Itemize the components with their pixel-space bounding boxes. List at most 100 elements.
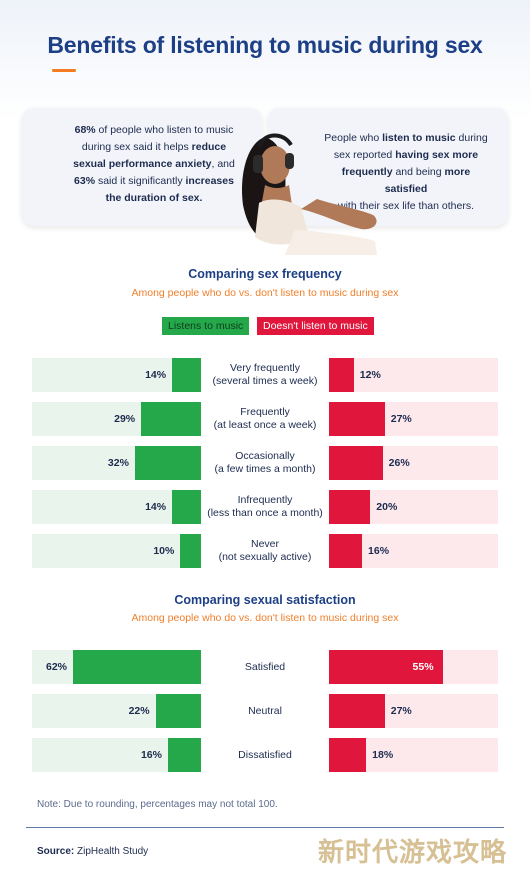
- footer-divider: [26, 827, 504, 828]
- stat-card-left-text-segment: increases: [185, 175, 234, 187]
- stat-card-left-line: the duration of sex.: [54, 190, 254, 207]
- source-line: Source: ZipHealth Study: [37, 846, 148, 857]
- frequency-category-label-line: (at least once a week): [213, 419, 317, 431]
- header-background: [0, 0, 530, 120]
- satisfaction-bar-listens: [155, 694, 201, 728]
- satisfaction-value-listens: 62%: [45, 661, 67, 673]
- frequency-bar-listens: [134, 446, 201, 480]
- frequency-category-label-line: Very frequently: [229, 362, 301, 374]
- stat-card-right-text-segment: sex reported: [333, 149, 396, 161]
- source-label: Source:: [37, 846, 75, 857]
- watermark-text: 新时代游戏攻略: [318, 837, 508, 867]
- frequency-bar-not-listens: [329, 446, 383, 480]
- frequency-bar-listens: [172, 490, 201, 524]
- satisfaction-value-not-listens: 18%: [372, 749, 394, 761]
- satisfaction-category-label: Satisfied: [203, 650, 327, 684]
- stat-card-left-text-segment: reduce: [191, 141, 227, 153]
- frequency-value-not-listens: 16%: [368, 545, 390, 557]
- satisfaction-category-label-line: Neutral: [248, 704, 282, 717]
- frequency-category-label-line: Infrequently: [237, 494, 293, 506]
- chart-satisfaction-subtitle: Among people who do vs. don't listen to …: [131, 612, 399, 624]
- frequency-value-not-listens: 20%: [376, 501, 398, 513]
- satisfaction-value-listens: 16%: [140, 749, 162, 761]
- stat-card-left-text-segment: 68%: [74, 124, 96, 136]
- stat-card-left-text-segment: said it significantly: [95, 175, 186, 187]
- woman-with-headphones-illustration: [241, 133, 377, 255]
- chart-frequency-title: Comparing sex frequency: [188, 267, 342, 281]
- stat-card-right-text: People who listen to music during sex rep…: [320, 130, 492, 215]
- stat-card-right-text-segment: and being: [392, 166, 445, 178]
- chart-frequency-subtitle: Among people who do vs. don't listen to …: [131, 287, 399, 299]
- satisfaction-bar-not-listens: [329, 738, 367, 772]
- frequency-bar-not-listens: [329, 358, 354, 392]
- satisfaction-bar-not-listens: [329, 694, 385, 728]
- legend-doesnt-listen-to-music: Doesn't listen to music: [257, 317, 374, 335]
- stat-card-right-text-segment: during: [455, 132, 488, 144]
- stat-card-left-text-segment: of people who listen to music: [95, 124, 234, 136]
- stat-card-right-line: frequently and being more satisfied: [320, 164, 492, 198]
- source-value: ZipHealth Study: [74, 846, 149, 857]
- stat-card-left-line: during sex said it helps reduce: [54, 139, 254, 156]
- satisfaction-bar-listens: [73, 650, 201, 684]
- watermark-logo: 新时代游戏攻略: [318, 832, 507, 869]
- stat-card-right-text-segment: listen to music: [382, 132, 456, 144]
- stat-card-right-text-segment: having sex more: [395, 149, 479, 161]
- stat-card-right-text-segment: more satisfied: [384, 166, 471, 195]
- stat-card-left-line: 63% said it significantly increases: [54, 173, 254, 190]
- frequency-value-not-listens: 26%: [388, 457, 410, 469]
- frequency-category-label-line: (a few times a month): [214, 463, 316, 475]
- stat-card-right-text-segment: frequently: [341, 166, 393, 178]
- satisfaction-category-label: Dissatisfied: [203, 738, 327, 772]
- stat-card-right-line: People who listen to music during: [320, 130, 492, 147]
- stat-card-right-text-segment: with their sex life than others.: [338, 200, 474, 212]
- stat-card-left-text-segment: sexual performance anxiety: [73, 158, 212, 170]
- frequency-bar-listens: [180, 534, 201, 568]
- frequency-value-not-listens: 27%: [390, 413, 412, 425]
- satisfaction-category-label: Neutral: [203, 694, 327, 728]
- frequency-category-label: Frequently (at least once a week): [203, 402, 327, 436]
- stat-card-right-line: with their sex life than others.: [320, 198, 492, 215]
- satisfaction-bar-not-listens: [329, 650, 443, 684]
- frequency-value-listens: 14%: [145, 369, 167, 381]
- stat-card-left: 68% of people who listen to music during …: [22, 108, 262, 226]
- frequency-category-label-line: Frequently: [240, 406, 290, 418]
- satisfaction-value-not-listens: 55%: [412, 661, 434, 673]
- frequency-category-label: Very frequently (several times a week): [203, 358, 327, 392]
- satisfaction-value-listens: 22%: [128, 705, 150, 717]
- stat-card-left-line: 68% of people who listen to music: [54, 122, 254, 139]
- frequency-bar-not-listens: [329, 490, 371, 524]
- frequency-category-label-line: Occasionally: [235, 450, 295, 462]
- frequency-category-label-line: (several times a week): [212, 375, 318, 387]
- frequency-bar-not-listens: [329, 402, 385, 436]
- frequency-category-label: Occasionally (a few times a month): [203, 446, 327, 480]
- rounding-note: Note: Due to rounding, percentages may n…: [37, 799, 278, 810]
- frequency-category-label: Infrequently (less than once a month): [203, 490, 327, 524]
- stat-card-left-text-segment: , and: [211, 158, 235, 170]
- frequency-row-bg-left: [32, 534, 201, 568]
- stat-card-right-text-segment: People who: [324, 132, 383, 144]
- title-accent-line: [52, 69, 76, 72]
- frequency-bar-not-listens: [329, 534, 363, 568]
- stat-card-left-text-segment: the duration of sex.: [105, 192, 203, 204]
- legend-listens-to-music: Listens to music: [162, 317, 250, 335]
- frequency-value-not-listens: 12%: [359, 369, 381, 381]
- frequency-category-label-line: (not sexually active): [218, 551, 312, 563]
- satisfaction-category-label-line: Dissatisfied: [238, 748, 292, 761]
- stat-card-left-text-segment: during sex said it helps: [81, 141, 192, 153]
- chart-satisfaction-title: Comparing sexual satisfaction: [174, 593, 356, 607]
- frequency-bar-listens: [172, 358, 201, 392]
- frequency-value-listens: 10%: [153, 545, 175, 557]
- frequency-value-listens: 29%: [114, 413, 136, 425]
- satisfaction-category-label-line: Satisfied: [244, 660, 286, 673]
- frequency-category-label: Never (not sexually active): [203, 534, 327, 568]
- stat-card-left-text: 68% of people who listen to music during …: [54, 122, 254, 207]
- stat-card-left-text-segment: 63%: [74, 175, 96, 187]
- frequency-bar-listens: [141, 402, 201, 436]
- page-title: Benefits of listening to music during se…: [47, 32, 483, 58]
- frequency-row-bg-right: [329, 358, 498, 392]
- frequency-value-listens: 32%: [107, 457, 129, 469]
- stat-card-right-line: sex reported having sex more: [320, 147, 492, 164]
- satisfaction-value-not-listens: 27%: [390, 705, 412, 717]
- satisfaction-bar-listens: [167, 738, 201, 772]
- stat-card-left-line: sexual performance anxiety, and: [54, 156, 254, 173]
